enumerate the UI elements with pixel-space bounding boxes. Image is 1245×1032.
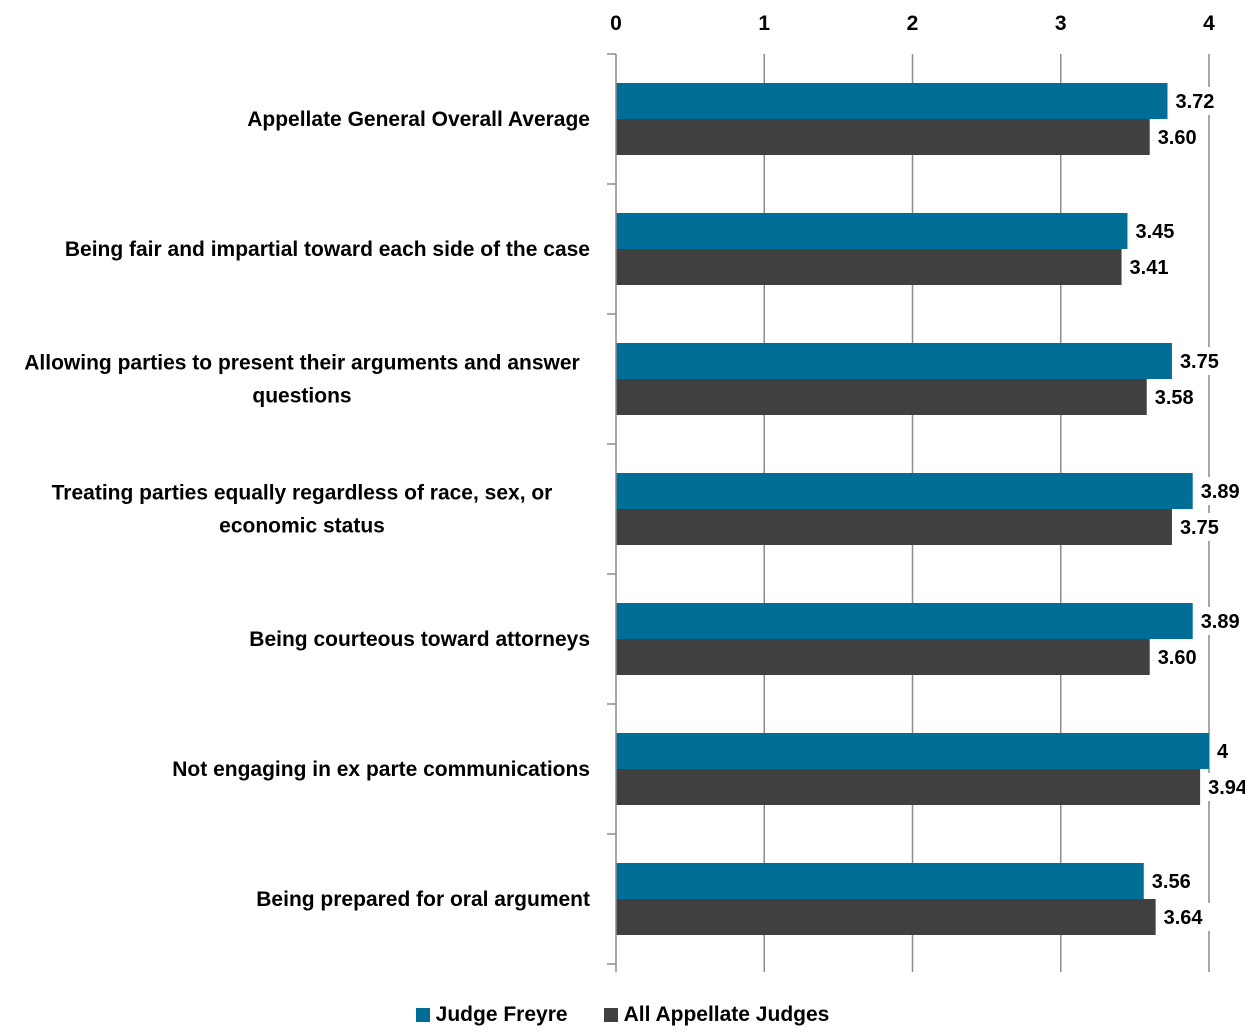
bar-series-1-cat-0 — [616, 119, 1150, 155]
category-label-3: Treating parties equally regardless of r… — [52, 482, 553, 538]
value-label-series-1-cat-1: 3.41 — [1130, 257, 1169, 279]
value-label-series-0-cat-5: 4 — [1217, 741, 1229, 763]
legend-item-series-0: Judge Freyre — [415, 1003, 568, 1027]
category-label-line: Allowing parties to present their argume… — [24, 352, 579, 375]
bar-series-0-cat-3 — [616, 473, 1193, 509]
bars — [616, 83, 1209, 935]
value-label-series-1-cat-0: 3.60 — [1158, 127, 1197, 149]
bar-series-0-cat-5 — [616, 733, 1209, 769]
value-label-series-0-cat-2: 3.75 — [1180, 351, 1219, 373]
value-label-series-1-cat-5: 3.94 — [1208, 777, 1245, 799]
value-label-bg — [1154, 643, 1207, 671]
tick-label-1: 1 — [758, 12, 770, 35]
tick-label-3: 3 — [1055, 12, 1067, 35]
value-label-bg — [1160, 903, 1213, 931]
bar-series-0-cat-4 — [616, 603, 1193, 639]
category-label-1: Being fair and impartial toward each sid… — [65, 238, 590, 261]
tick-label-2: 2 — [907, 12, 919, 35]
category-label-6: Being prepared for oral argument — [256, 888, 590, 911]
value-label-bg — [1126, 253, 1179, 281]
legend-label-series-0: Judge Freyre — [435, 1003, 568, 1026]
value-label-series-1-cat-2: 3.58 — [1155, 387, 1194, 409]
value-label-bg — [1154, 123, 1207, 151]
bar-series-0-cat-1 — [616, 213, 1128, 249]
legend-swatch-series-0 — [415, 1008, 430, 1022]
bar-series-1-cat-3 — [616, 509, 1172, 545]
tick-label-4: 4 — [1203, 12, 1215, 35]
value-label-series-0-cat-3: 3.89 — [1201, 481, 1240, 503]
category-label-4: Being courteous toward attorneys — [249, 628, 590, 651]
category-label-2: Allowing parties to present their argume… — [24, 352, 579, 408]
category-label-line: Treating parties equally regardless of r… — [52, 482, 553, 505]
legend-label-series-1: All Appellate Judges — [623, 1003, 830, 1026]
value-label-series-1-cat-3: 3.75 — [1180, 517, 1219, 539]
bar-series-0-cat-6 — [616, 863, 1144, 899]
value-label-bg — [1172, 87, 1225, 115]
value-label-bg — [1148, 867, 1201, 895]
value-label-series-0-cat-4: 3.89 — [1201, 611, 1240, 633]
category-label-line: economic status — [219, 515, 385, 538]
legend-swatch-series-1 — [603, 1008, 618, 1022]
category-label-line: questions — [252, 385, 351, 408]
value-label-bg — [1176, 347, 1229, 375]
category-label-5: Not engaging in ex parte communications — [172, 758, 590, 781]
value-label-bg — [1151, 383, 1204, 411]
bar-series-1-cat-4 — [616, 639, 1150, 675]
category-labels: Appellate General Overall Average Being f… — [24, 108, 590, 911]
bar-series-0-cat-0 — [616, 83, 1168, 119]
value-label-series-0-cat-6: 3.56 — [1152, 871, 1191, 893]
bar-series-1-cat-6 — [616, 899, 1156, 935]
legend: Judge Freyre All Appellate Judges — [0, 1003, 1245, 1027]
value-label-series-0-cat-1: 3.45 — [1135, 221, 1174, 243]
value-label-bg — [1214, 737, 1232, 765]
bar-series-1-cat-2 — [616, 379, 1147, 415]
value-label-series-1-cat-6: 3.64 — [1164, 907, 1204, 929]
value-label-series-1-cat-4: 3.60 — [1158, 647, 1197, 669]
axes — [607, 53, 1210, 972]
legend-item-series-1: All Appellate Judges — [603, 1003, 830, 1027]
value-label-bg — [1197, 607, 1245, 635]
value-label-bg — [1197, 477, 1245, 505]
bar-series-0-cat-2 — [616, 343, 1172, 379]
bar-series-1-cat-5 — [616, 769, 1201, 805]
value-label-bg — [1176, 513, 1229, 541]
tick-labels: 0 1 2 3 4 — [610, 12, 1215, 35]
bar-series-1-cat-1 — [616, 249, 1122, 285]
tick-label-0: 0 — [610, 12, 622, 35]
value-label-series-0-cat-0: 3.72 — [1175, 91, 1214, 113]
value-label-bg — [1132, 217, 1185, 245]
category-label-0: Appellate General Overall Average — [247, 108, 590, 131]
value-labels: 3.723.603.453.413.753.583.893.753.893.60… — [1126, 87, 1245, 931]
value-label-bg — [1205, 773, 1245, 801]
